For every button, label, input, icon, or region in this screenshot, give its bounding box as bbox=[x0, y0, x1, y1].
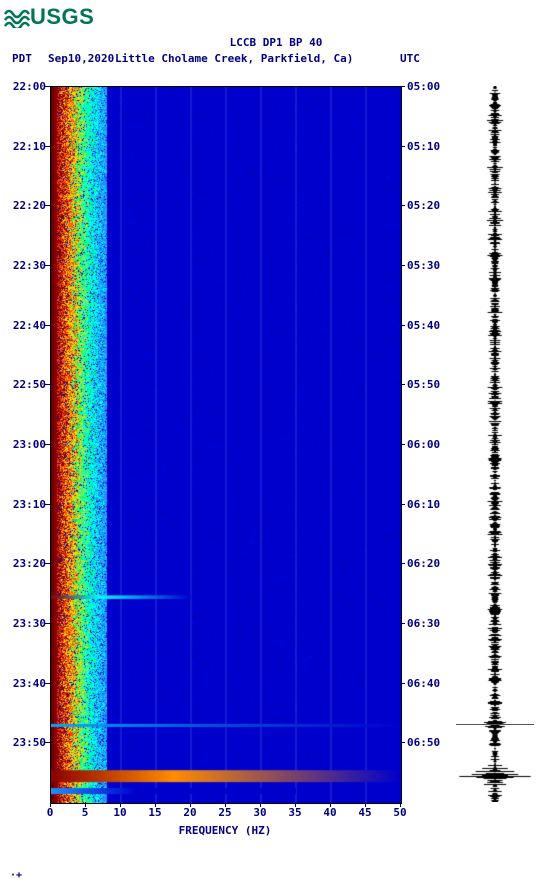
y-left-tickmark bbox=[45, 205, 50, 206]
date-label: Sep10,2020 bbox=[48, 52, 114, 65]
y-right-tick-label: 05:00 bbox=[407, 80, 440, 93]
x-tickmark bbox=[225, 802, 226, 807]
x-tick-label: 25 bbox=[218, 806, 231, 819]
y-left-tick-label: 23:30 bbox=[13, 617, 46, 630]
y-right-tick-label: 05:30 bbox=[407, 259, 440, 272]
y-right-tick-label: 06:00 bbox=[407, 438, 440, 451]
usgs-wave-icon bbox=[4, 6, 30, 28]
y-right-tickmark bbox=[400, 742, 405, 743]
x-tickmark bbox=[260, 802, 261, 807]
seismogram-trace bbox=[458, 86, 532, 802]
x-tickmark bbox=[400, 802, 401, 807]
y-right-tick-label: 06:10 bbox=[407, 498, 440, 511]
y-right-tick-label: 06:20 bbox=[407, 557, 440, 570]
y-right-tickmark bbox=[400, 146, 405, 147]
x-tick-label: 50 bbox=[393, 806, 406, 819]
y-left-tick-label: 22:10 bbox=[13, 140, 46, 153]
y-right-tickmark bbox=[400, 384, 405, 385]
y-left-tickmark bbox=[45, 384, 50, 385]
x-tick-label: 40 bbox=[323, 806, 336, 819]
y-right-tick-label: 06:30 bbox=[407, 617, 440, 630]
y-left-tickmark bbox=[45, 742, 50, 743]
x-tickmark bbox=[190, 802, 191, 807]
y-left-tick-label: 23:50 bbox=[13, 736, 46, 749]
x-tickmark bbox=[330, 802, 331, 807]
x-tick-label: 10 bbox=[113, 806, 126, 819]
y-right-tickmark bbox=[400, 325, 405, 326]
y-left-tickmark bbox=[45, 563, 50, 564]
x-tickmark bbox=[50, 802, 51, 807]
usgs-logo-text: USGS bbox=[30, 4, 94, 30]
tz-right-label: UTC bbox=[400, 52, 420, 65]
x-tick-label: 15 bbox=[148, 806, 161, 819]
y-left-tickmark bbox=[45, 623, 50, 624]
y-right-tick-label: 05:20 bbox=[407, 199, 440, 212]
y-left-tickmark bbox=[45, 146, 50, 147]
y-left-tickmark bbox=[45, 444, 50, 445]
y-left-tickmark bbox=[45, 325, 50, 326]
y-right-tickmark bbox=[400, 86, 405, 87]
y-right-tickmark bbox=[400, 623, 405, 624]
location-label: Little Cholame Creek, Parkfield, Ca) bbox=[115, 52, 353, 65]
y-right-tickmark bbox=[400, 563, 405, 564]
x-tickmark bbox=[365, 802, 366, 807]
spectrogram-plot bbox=[50, 86, 402, 804]
y-left-tick-label: 22:30 bbox=[13, 259, 46, 272]
x-tickmark bbox=[120, 802, 121, 807]
y-left-tickmark bbox=[45, 683, 50, 684]
y-right-tick-label: 05:10 bbox=[407, 140, 440, 153]
x-tickmark bbox=[85, 802, 86, 807]
y-right-tickmark bbox=[400, 444, 405, 445]
x-tick-label: 5 bbox=[82, 806, 89, 819]
y-right-tick-label: 06:40 bbox=[407, 677, 440, 690]
x-tick-label: 30 bbox=[253, 806, 266, 819]
x-tick-label: 20 bbox=[183, 806, 196, 819]
seismogram-zero-line bbox=[456, 724, 534, 725]
x-tick-label: 45 bbox=[358, 806, 371, 819]
footer-mark: ·+ bbox=[10, 870, 22, 881]
x-tick-label: 0 bbox=[47, 806, 54, 819]
y-right-tick-label: 06:50 bbox=[407, 736, 440, 749]
y-left-tickmark bbox=[45, 265, 50, 266]
y-right-tickmark bbox=[400, 683, 405, 684]
x-tick-label: 35 bbox=[288, 806, 301, 819]
y-left-tickmark bbox=[45, 86, 50, 87]
usgs-logo: USGS bbox=[4, 4, 94, 30]
y-left-tick-label: 22:40 bbox=[13, 319, 46, 332]
x-tickmark bbox=[155, 802, 156, 807]
y-right-tickmark bbox=[400, 265, 405, 266]
y-right-tickmark bbox=[400, 504, 405, 505]
chart-title: LCCB DP1 BP 40 bbox=[0, 36, 552, 49]
y-left-tick-label: 23:00 bbox=[13, 438, 46, 451]
y-right-tickmark bbox=[400, 205, 405, 206]
y-right-tick-label: 05:40 bbox=[407, 319, 440, 332]
y-left-tick-label: 22:00 bbox=[13, 80, 46, 93]
y-left-tick-label: 23:10 bbox=[13, 498, 46, 511]
y-left-tick-label: 22:50 bbox=[13, 378, 46, 391]
y-left-tick-label: 22:20 bbox=[13, 199, 46, 212]
y-left-tick-label: 23:40 bbox=[13, 677, 46, 690]
y-left-tickmark bbox=[45, 504, 50, 505]
tz-left-label: PDT bbox=[12, 52, 32, 65]
x-axis-label: FREQUENCY (HZ) bbox=[50, 824, 400, 837]
y-right-tick-label: 05:50 bbox=[407, 378, 440, 391]
y-left-tick-label: 23:20 bbox=[13, 557, 46, 570]
x-tickmark bbox=[295, 802, 296, 807]
